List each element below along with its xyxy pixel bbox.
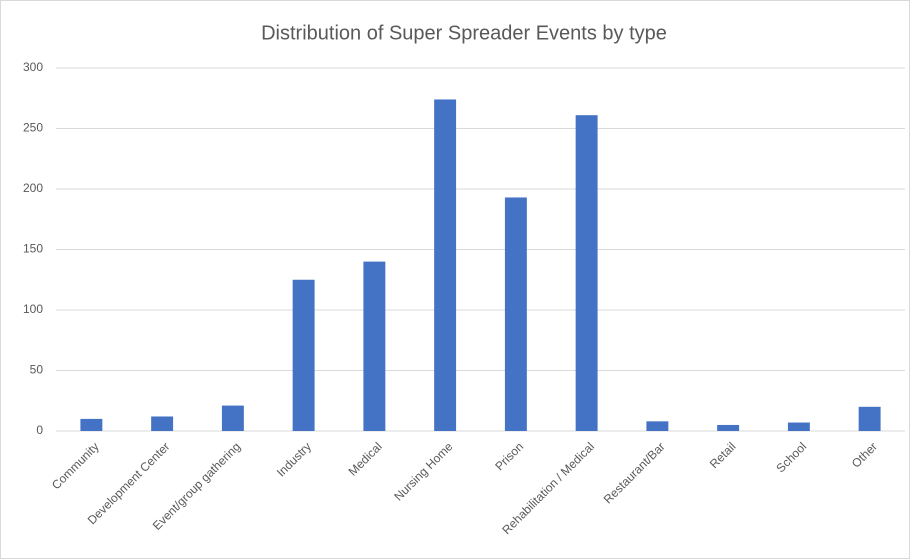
bar: [292, 279, 315, 431]
bar: [434, 99, 457, 432]
y-tick-label: 250: [23, 121, 43, 135]
y-tick-label: 0: [36, 423, 43, 437]
bar: [717, 424, 740, 431]
y-tick-label: 200: [23, 181, 43, 195]
y-tick-label: 150: [23, 242, 43, 256]
y-tick-label: 300: [23, 60, 43, 74]
bar: [504, 197, 527, 431]
bar: [363, 261, 386, 431]
bar: [151, 416, 174, 431]
chart-title: Distribution of Super Spreader Events by…: [261, 22, 667, 44]
bar: [646, 421, 669, 431]
bar: [221, 405, 244, 431]
bar: [858, 406, 881, 431]
bar: [80, 418, 103, 431]
y-tick-label: 50: [30, 363, 44, 377]
y-tick-label: 100: [23, 302, 43, 316]
bar: [787, 422, 810, 431]
bar: [575, 115, 598, 431]
